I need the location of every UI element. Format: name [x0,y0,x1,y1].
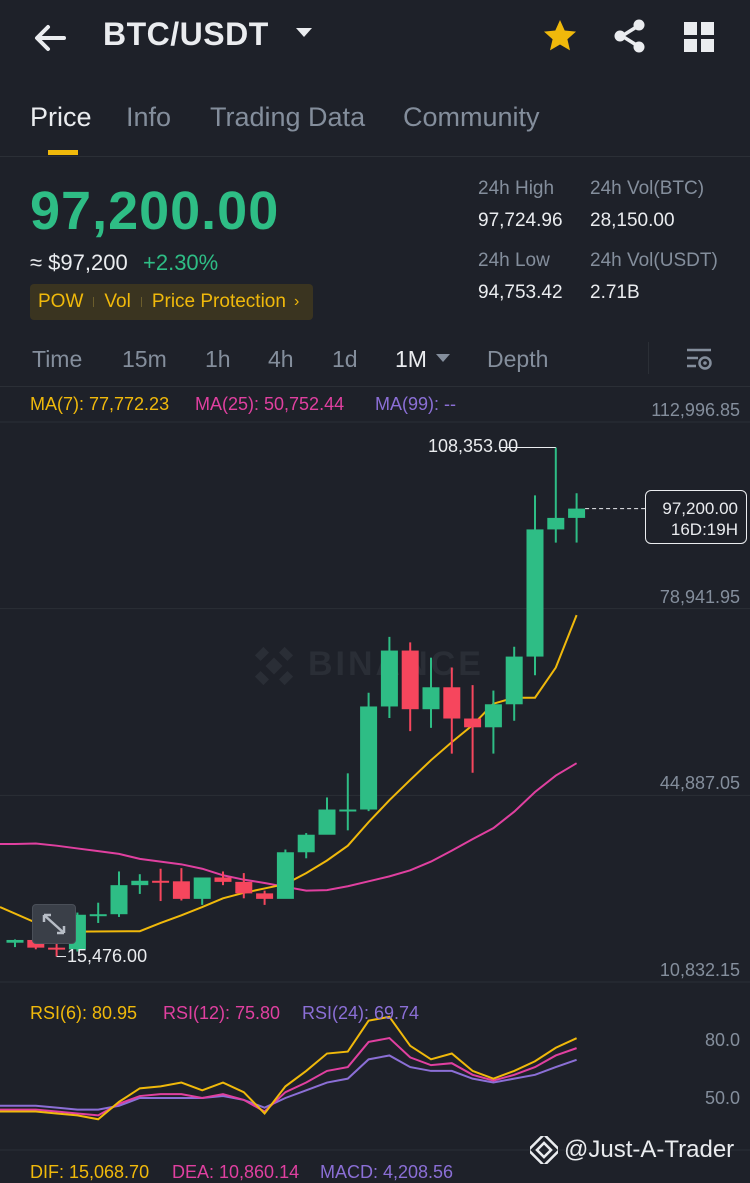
active-tab-indicator [48,150,78,155]
ma99-label: MA(99): -- [375,394,456,414]
price-change: +2.30% [143,250,219,275]
high-marker-label: 108,353.00 [428,436,519,456]
timeframe-time[interactable]: Time [32,346,83,372]
stat-vol-usdt-label: 24h Vol(USDT) [590,250,718,271]
tab-price[interactable]: Price [30,102,92,132]
stat-vol-btc-value: 28,150.00 [590,210,675,231]
candle-body [48,947,66,950]
back-arrow-icon[interactable] [30,18,70,58]
rsi12-label: RSI(12): 75.80 [163,1003,281,1023]
current-price-box[interactable]: 97,200.00 16D:19H [645,490,747,544]
rsi-level-high: 80.0 [704,1030,740,1050]
share-icon[interactable] [610,16,650,56]
candle-body [443,687,461,719]
tag-bar[interactable]: POW Vol Price Protection › [30,284,314,320]
favorite-star-icon[interactable] [540,16,580,56]
candle-body [110,885,128,915]
pair-title[interactable]: BTC/USDT [103,16,269,52]
tag-price-protection[interactable]: Price Protection [151,291,286,312]
timeframe-caret-icon[interactable] [436,354,450,362]
toolbar-divider [648,342,649,374]
rsi-level-low: 50.0 [704,1088,740,1108]
tag-divider [93,297,95,307]
stat-high-label: 24h High [478,178,555,199]
candle-body [360,706,378,810]
candle-body [339,809,357,812]
candle-body [152,880,170,883]
last-price: 97,200.00 [30,181,280,241]
timeframe-1h[interactable]: 1h [205,346,231,372]
grid-menu-icon[interactable] [682,20,716,54]
tab-bar: Price Info Trading Data Community [0,100,750,157]
rsi6-label: RSI(6): 80.95 [30,1003,138,1023]
macd-dif-label: DIF: 15,068.70 [30,1162,150,1182]
stat-low-label: 24h Low [478,250,550,271]
axis-label-mid: 44,887.05 [659,773,740,793]
expand-icon [42,913,66,935]
candle-body [256,893,274,899]
dropdown-caret-icon[interactable] [296,28,312,37]
chevron-right-icon: › [293,293,300,310]
candle-body [568,508,586,518]
tab-trading-data[interactable]: Trading Data [210,102,366,132]
timeframe-15m[interactable]: 15m [122,346,167,372]
credit-text: @Just-A-Trader [564,1136,735,1163]
candle-body [526,529,544,657]
candle-body [401,650,419,710]
ma7-line [0,614,578,933]
candle-countdown: 16D:19H [670,520,738,539]
low-marker-label: 15,476.00 [67,946,148,966]
timeframe-1d[interactable]: 1d [332,346,358,372]
tab-info[interactable]: Info [126,102,172,132]
candle-body [380,650,398,707]
candle-body [276,852,294,899]
current-price-label: 97,200.00 [662,499,738,518]
expand-chart-button[interactable] [32,904,76,944]
stat-low-value: 94,753.42 [478,282,563,303]
rsi24-line [0,1054,577,1111]
candle-body [214,877,232,882]
candle-body [297,834,315,853]
candle-body [422,687,440,710]
timeframe-bar: Time 15m 1h 4h 1d 1M Depth [0,336,750,387]
candle-body [172,881,190,899]
axis-label-top: 112,996.85 [651,400,740,420]
rsi24-label: RSI(24): 69.74 [302,1003,420,1023]
top-bar: BTC/USDT [0,0,750,78]
macd-dea-label: DEA: 10,860.14 [172,1162,300,1182]
candle-body [464,718,482,728]
candle-body [131,880,149,886]
binance-square-icon [530,1136,558,1164]
usd-price: ≈ $97,200 [30,250,128,275]
timeframe-1m[interactable]: 1M [395,346,427,372]
candle-body [547,517,565,530]
tag-divider [140,297,142,307]
timeframe-depth[interactable]: Depth [487,346,549,372]
credit-watermark: @Just-A-Trader [530,1136,734,1164]
candle-body [235,881,253,894]
axis-label-upper: 78,941.95 [659,587,740,607]
binance-watermark-logo [254,646,294,686]
chart-settings-icon[interactable] [684,344,714,374]
axis-label-bottom: 10,832.15 [659,960,740,980]
tag-vol[interactable]: Vol [104,291,131,312]
candle-body [6,939,24,943]
rsi12-line [0,1036,577,1117]
stat-high-value: 97,724.96 [478,210,563,231]
candle-body [318,809,336,835]
candle-body [89,914,107,917]
tab-community[interactable]: Community [403,102,540,132]
price-chart[interactable] [0,388,750,1174]
timeframe-4h[interactable]: 4h [268,346,294,372]
ma25-label: MA(25): 50,752.44 [195,394,345,414]
stat-vol-usdt-value: 2.71B [590,282,640,303]
rsi6-line [0,1015,578,1121]
candle-body [484,704,502,728]
tag-pow[interactable]: POW [38,291,84,312]
candle-body [505,656,523,705]
ma7-label: MA(7): 77,772.23 [30,394,170,414]
candle-body [193,877,211,899]
stat-vol-btc-label: 24h Vol(BTC) [590,178,705,199]
macd-value-label: MACD: 4,208.56 [320,1162,454,1182]
